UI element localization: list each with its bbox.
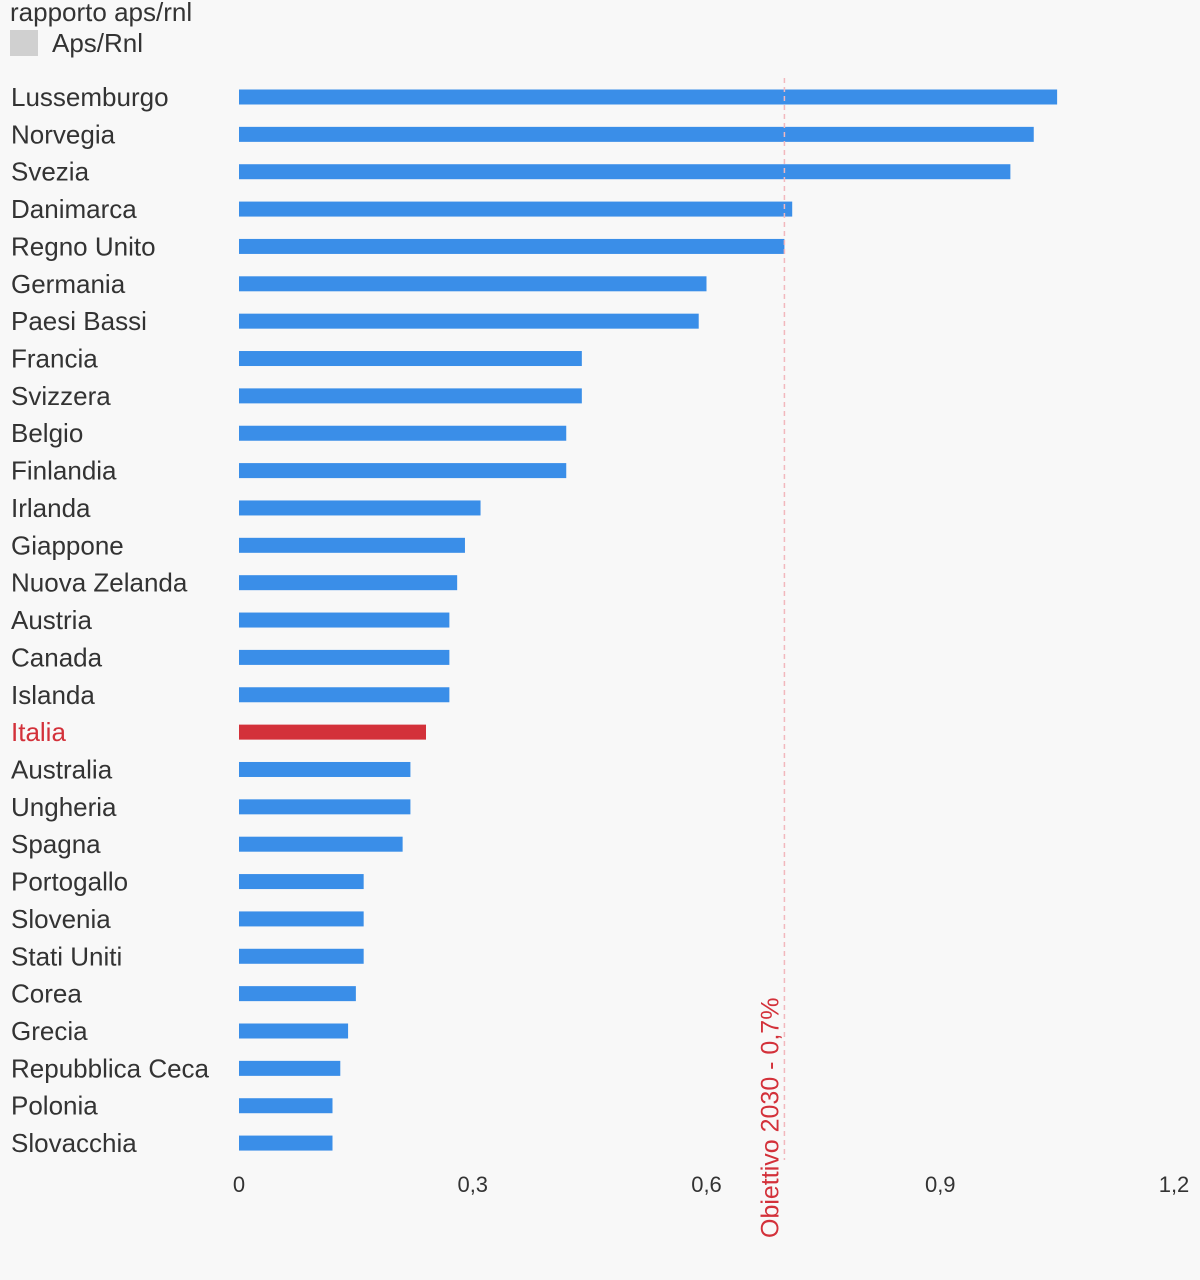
- x-tick-label: 0,3: [457, 1172, 488, 1197]
- bar: [239, 612, 450, 628]
- reference-line-label: Obiettivo 2030 - 0,7%: [756, 998, 784, 1238]
- category-label: Nuova Zelanda: [11, 568, 188, 598]
- category-label: Svezia: [11, 157, 90, 187]
- bar: [239, 89, 1058, 105]
- category-label: Australia: [11, 754, 113, 784]
- category-label: Svizzera: [11, 381, 111, 411]
- category-label: Polonia: [11, 1091, 98, 1121]
- bar: [239, 313, 699, 329]
- bar: [239, 1023, 349, 1039]
- category-label: Slovacchia: [11, 1128, 137, 1158]
- legend: Aps/Rnl: [10, 27, 143, 59]
- bar: [239, 1060, 341, 1076]
- category-label: Danimarca: [11, 194, 137, 224]
- category-label: Portogallo: [11, 867, 128, 897]
- bar: [239, 575, 458, 591]
- chart-title: rapporto aps/rnl: [10, 0, 193, 27]
- category-label: Repubblica Ceca: [11, 1053, 210, 1083]
- bar: [239, 874, 364, 890]
- x-tick-label: 1,2: [1159, 1172, 1190, 1197]
- bar: [239, 687, 450, 703]
- category-label: Islanda: [11, 680, 95, 710]
- bar: [239, 238, 785, 254]
- category-label: Slovenia: [11, 904, 111, 934]
- category-label: Austria: [11, 605, 92, 635]
- category-label: Norvegia: [11, 119, 116, 149]
- bar: [239, 1098, 333, 1114]
- bar: [239, 911, 364, 927]
- bar: [239, 724, 426, 740]
- x-tick-label: 0: [233, 1172, 245, 1197]
- category-label: Spagna: [11, 829, 101, 859]
- x-tick-label: 0,9: [925, 1172, 956, 1197]
- category-label: Finlandia: [11, 456, 117, 486]
- category-label: Belgio: [11, 418, 83, 448]
- category-label: Ungheria: [11, 792, 117, 822]
- category-label: Canada: [11, 642, 103, 672]
- bar: [239, 761, 411, 777]
- category-label: Grecia: [11, 1016, 88, 1046]
- bar: [239, 351, 582, 367]
- bar: [239, 425, 567, 441]
- bar: [239, 948, 364, 964]
- bar: [239, 126, 1034, 142]
- category-label: Francia: [11, 344, 98, 374]
- legend-swatch: [10, 30, 38, 56]
- category-label: Giappone: [11, 530, 124, 560]
- bar: [239, 537, 465, 553]
- bar: [239, 836, 403, 852]
- bar: [239, 164, 1011, 180]
- bar: [239, 649, 450, 665]
- category-label: Corea: [11, 979, 82, 1009]
- bar: [239, 799, 411, 815]
- bar: [239, 388, 582, 404]
- bar: [239, 500, 481, 516]
- category-label: Paesi Bassi: [11, 306, 147, 336]
- bar: [239, 276, 707, 292]
- category-label: Regno Unito: [11, 231, 156, 261]
- category-label: Germania: [11, 269, 126, 299]
- category-label: Stati Uniti: [11, 941, 122, 971]
- legend-label: Aps/Rnl: [52, 28, 144, 58]
- category-label: Lussemburgo: [11, 82, 169, 112]
- category-label: Italia: [11, 717, 66, 747]
- x-tick-label: 0,6: [691, 1172, 722, 1197]
- category-label: Irlanda: [11, 493, 91, 523]
- bar: [239, 463, 567, 479]
- bar: [239, 1135, 333, 1151]
- bar: [239, 986, 356, 1002]
- bar: [239, 201, 793, 217]
